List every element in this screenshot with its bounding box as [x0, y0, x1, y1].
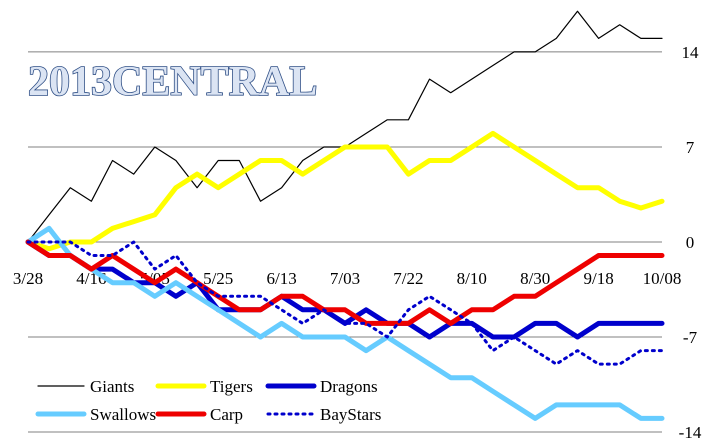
- legend-label-giants: Giants: [90, 377, 134, 396]
- legend-label-tigers: Tigers: [210, 377, 253, 396]
- legend-label-dragons: Dragons: [320, 377, 378, 396]
- y-tick-label: 14: [682, 43, 700, 62]
- series-line-baystars: [26, 240, 664, 366]
- legend: Giants Tigers Dragons Swallows Carp BayStars: [35, 377, 381, 424]
- y-tick-label: 0: [686, 233, 695, 252]
- x-tick-label: 7/22: [393, 269, 423, 288]
- x-tick-label: 9/18: [583, 269, 613, 288]
- y-axis-ticks: 14 7 0 -7 -14: [679, 43, 702, 442]
- legend-label-carp: Carp: [210, 405, 243, 424]
- legend-label-swallows: Swallows: [90, 405, 156, 424]
- x-tick-label: 5/25: [203, 269, 233, 288]
- x-tick-label: 6/13: [266, 269, 296, 288]
- series-line-swallows: [25, 225, 665, 421]
- y-tick-label: -7: [683, 328, 698, 347]
- chart-title: 2013CENTRAL: [28, 59, 317, 105]
- x-tick-label: 7/03: [330, 269, 360, 288]
- y-tick-label: 7: [686, 138, 695, 157]
- x-tick-label: 8/30: [520, 269, 550, 288]
- x-tick-label: 10/08: [643, 269, 682, 288]
- x-tick-label: 8/10: [457, 269, 487, 288]
- series-line-tigers: [25, 130, 665, 252]
- series-line-carp: [25, 239, 665, 326]
- legend-label-baystars: BayStars: [320, 405, 381, 424]
- x-tick-label: 3/28: [13, 269, 43, 288]
- series-lines: [25, 10, 665, 421]
- x-axis-ticks: 3/28 4/16 5/05 5/25 6/13 7/03 7/22 8/10 8/30 9/18…: [13, 269, 681, 288]
- y-tick-label: -14: [679, 423, 702, 442]
